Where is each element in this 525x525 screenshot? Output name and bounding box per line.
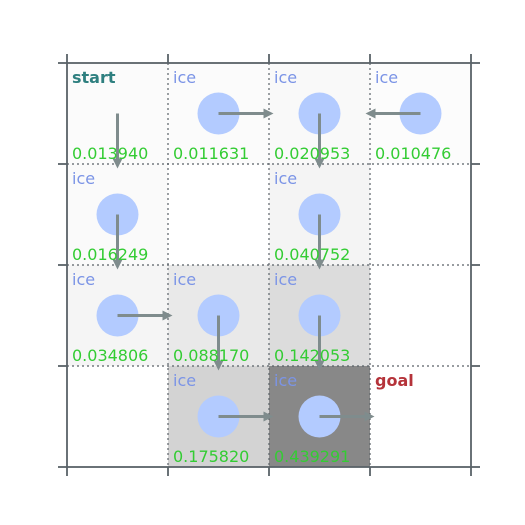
ice-label: ice <box>274 68 297 87</box>
start-label: start <box>72 68 116 87</box>
state-value: 0.016249 <box>72 245 148 264</box>
grid-cell <box>370 265 471 366</box>
state-value: 0.175820 <box>173 447 249 466</box>
ice-label: ice <box>173 270 196 289</box>
state-value: 0.034806 <box>72 346 148 365</box>
ice-label: ice <box>375 68 398 87</box>
state-value: 0.439291 <box>274 447 350 466</box>
grid-cell <box>370 164 471 265</box>
ice-label: ice <box>72 169 95 188</box>
ice-label: ice <box>173 371 196 390</box>
grid-lines <box>58 54 480 476</box>
state-value: 0.040752 <box>274 245 350 264</box>
ice-label: ice <box>173 68 196 87</box>
goal-label: goal <box>375 371 414 390</box>
state-value: 0.020953 <box>274 144 350 163</box>
state-value: 0.011631 <box>173 144 249 163</box>
state-value: 0.013940 <box>72 144 148 163</box>
ice-label: ice <box>274 169 297 188</box>
grid-cell <box>67 366 168 467</box>
ice-label: ice <box>274 371 297 390</box>
agents-layer <box>96 92 442 438</box>
state-value: 0.088170 <box>173 346 249 365</box>
ice-label: ice <box>274 270 297 289</box>
grid-cell <box>168 164 269 265</box>
grid-cell <box>370 366 471 467</box>
ice-label: ice <box>72 270 95 289</box>
state-value: 0.010476 <box>375 144 451 163</box>
state-value: 0.142053 <box>274 346 350 365</box>
text-layer: start 0.013940 ice 0.011631 ice 0.020953 ice 0.… <box>72 68 451 466</box>
